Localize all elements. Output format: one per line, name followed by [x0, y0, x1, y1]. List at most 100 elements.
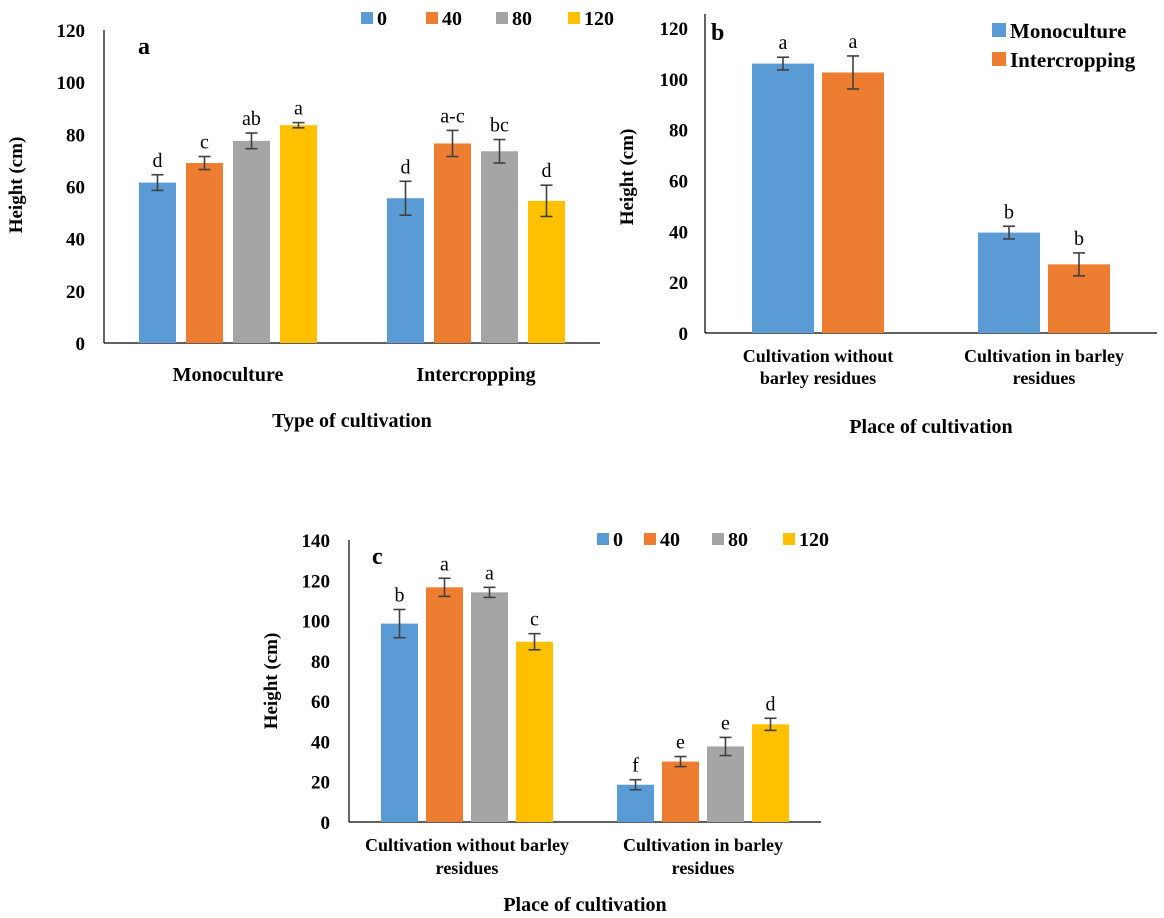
significance-letter: e [676, 732, 685, 754]
significance-letter: c [530, 609, 539, 631]
y-tick-label: 120 [660, 19, 689, 40]
bar [481, 151, 518, 343]
legend-label: Intercropping [1010, 48, 1136, 72]
panel-label: c [372, 544, 383, 570]
y-axis-label: Height (cm) [6, 137, 27, 234]
legend-label: 0 [377, 8, 387, 30]
significance-letter: a-c [440, 105, 465, 127]
bar [280, 125, 317, 344]
bar [434, 143, 471, 343]
significance-letter: d [766, 693, 776, 715]
y-tick-label: 80 [311, 652, 330, 673]
bar [978, 232, 1040, 333]
panel-label: b [711, 20, 724, 46]
significance-letter: d [542, 160, 552, 182]
significance-letter: a [294, 98, 303, 120]
y-tick-label: 20 [669, 273, 688, 294]
bar [381, 623, 418, 822]
category-label-line: Cultivation in barley [964, 346, 1124, 366]
legend-swatch [992, 52, 1006, 66]
bar [662, 761, 699, 822]
bar [707, 746, 744, 822]
legend-label: 120 [584, 8, 614, 30]
bar [186, 163, 223, 343]
category-label-line: residues [1013, 368, 1076, 388]
legend-swatch [568, 12, 580, 24]
legend-label: 40 [442, 8, 462, 30]
legend-label: 80 [512, 8, 532, 30]
significance-letter: e [721, 712, 730, 734]
bar [752, 724, 789, 822]
panel-label: a [138, 34, 150, 60]
legend-label: 120 [799, 529, 829, 551]
significance-letter: a [440, 553, 449, 575]
y-tick-label: 20 [66, 282, 85, 303]
panel-c: 0 20 40 60 80 100 120 140 Height (cm) Place of cu… [261, 529, 829, 916]
significance-letter: d [401, 156, 411, 178]
panel-a: 0 20 40 60 80 100 120 Height (cm) Type of cultiv… [6, 8, 614, 432]
significance-letter: a [485, 562, 494, 584]
legend-swatch [712, 533, 724, 545]
legend-swatch [426, 12, 438, 24]
legend-label: 40 [660, 529, 680, 551]
y-tick-label: 120 [302, 571, 331, 592]
x-axis-label: Type of cultivation [272, 410, 432, 432]
bar [471, 592, 508, 822]
legend-swatch [597, 533, 609, 545]
bar [233, 140, 270, 343]
significance-letter: c [200, 132, 209, 154]
y-tick-label: 60 [66, 178, 85, 199]
y-axis-label: Height (cm) [617, 129, 638, 226]
legend-swatch [992, 23, 1006, 37]
legend-swatch [783, 533, 795, 545]
legend-swatch [496, 12, 508, 24]
bar [426, 587, 463, 822]
x-axis-label: Place of cultivation [849, 416, 1012, 438]
y-tick-label: 140 [302, 531, 331, 552]
significance-letter: d [153, 150, 163, 172]
y-tick-label: 80 [669, 121, 688, 142]
significance-letter: b [1004, 201, 1014, 223]
significance-letter: f [632, 755, 639, 777]
y-tick-label: 0 [321, 813, 331, 834]
x-axis-label: Place of cultivation [503, 894, 666, 916]
significance-letter: bc [490, 115, 509, 137]
y-tick-label: 60 [669, 172, 688, 193]
y-tick-label: 40 [669, 222, 688, 243]
category-label: Monoculture [173, 364, 284, 386]
significance-letter: a [849, 31, 858, 53]
category-label-line: residues [672, 858, 735, 878]
significance-letter: b [395, 584, 405, 606]
category-label: Intercropping [416, 364, 535, 386]
legend-label: 0 [613, 529, 623, 551]
category-label-line: Cultivation without barley [365, 835, 569, 855]
y-tick-label: 40 [311, 732, 330, 753]
y-tick-label: 20 [311, 773, 330, 794]
y-tick-label: 120 [57, 21, 86, 42]
y-tick-label: 0 [679, 324, 689, 345]
significance-letter: a [779, 32, 788, 54]
y-tick-label: 0 [76, 334, 86, 355]
legend-swatch [361, 12, 373, 24]
y-axis-label: Height (cm) [261, 633, 282, 730]
category-label-line: Cultivation without [743, 346, 894, 366]
bar [387, 198, 424, 343]
bar [752, 63, 814, 333]
significance-letter: b [1074, 228, 1084, 250]
bar [822, 72, 884, 334]
y-tick-label: 80 [66, 125, 85, 146]
legend-swatch [644, 533, 656, 545]
bar [139, 182, 176, 343]
bar [617, 784, 654, 822]
legend-label: Monoculture [1010, 19, 1126, 43]
panel-b: 0 20 40 60 80 100 120 Height (cm) Place of culti… [617, 14, 1157, 438]
category-label-line: residues [436, 858, 499, 878]
y-tick-label: 100 [660, 70, 689, 91]
legend-label: 80 [728, 529, 748, 551]
y-tick-label: 40 [66, 230, 85, 251]
category-label-line: barley residues [760, 368, 876, 388]
y-tick-label: 100 [57, 73, 86, 94]
significance-letter: ab [242, 108, 261, 130]
bar [528, 200, 565, 343]
